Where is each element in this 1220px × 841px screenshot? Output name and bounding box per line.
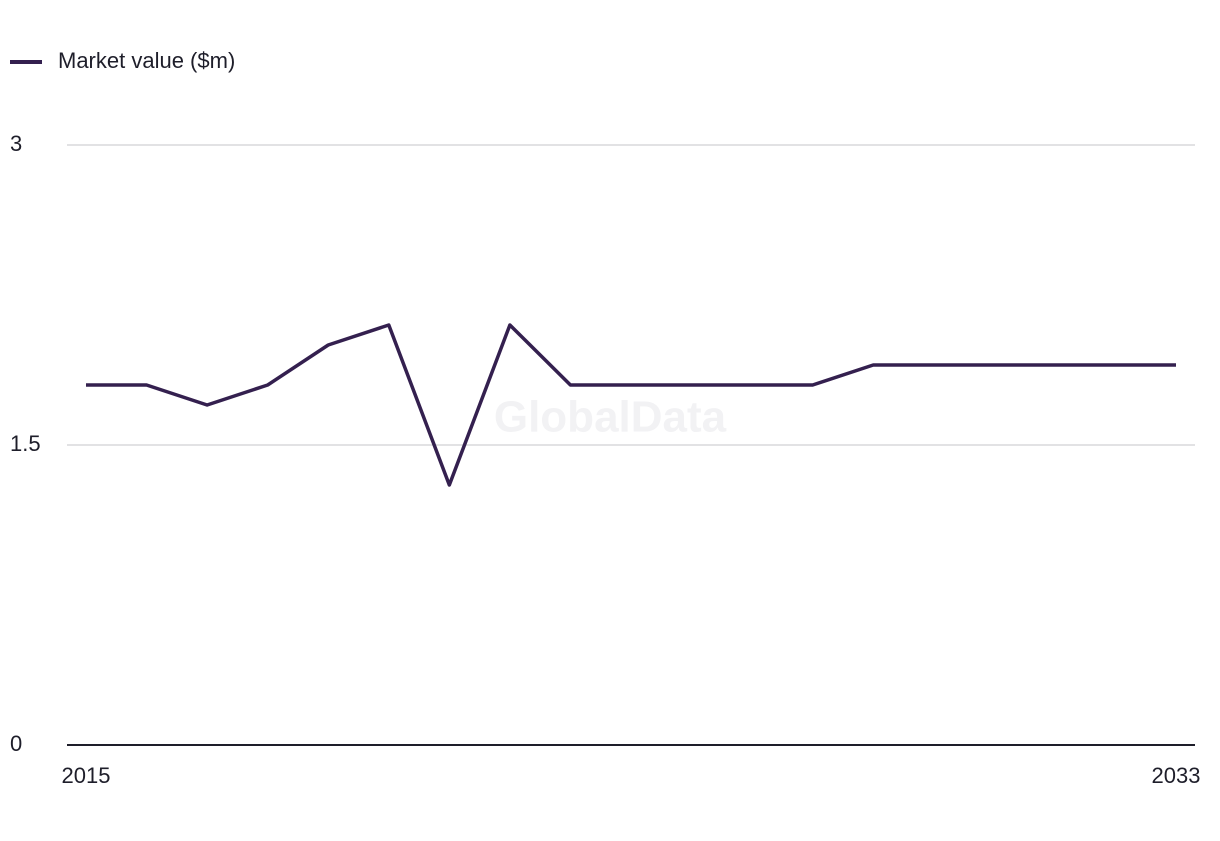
data-line (86, 323, 1176, 487)
y-tick-label: 1.5 (10, 431, 41, 456)
watermark: GlobalData (494, 393, 727, 442)
x-tick-label: 2015 (62, 763, 111, 788)
x-tick-label: 2033 (1152, 763, 1201, 788)
legend-label: Market value ($m) (58, 48, 235, 73)
y-tick-label: 0 (10, 731, 22, 756)
y-tick-label: 3 (10, 131, 22, 156)
